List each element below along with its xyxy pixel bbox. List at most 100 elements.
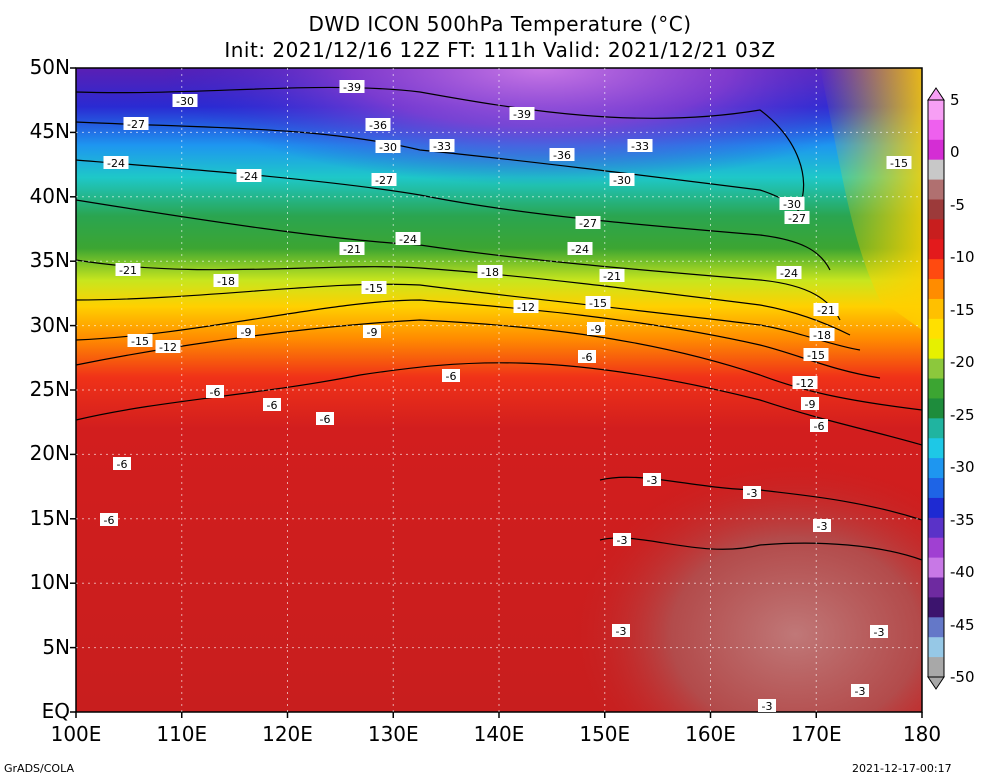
- contour-label: -27: [371, 173, 397, 187]
- svg-text:-3: -3: [874, 626, 885, 639]
- svg-text:-27: -27: [579, 217, 597, 230]
- latitude-label: 40N: [29, 183, 70, 208]
- latitude-label: 15N: [29, 505, 70, 530]
- colorbar-label: -20: [950, 353, 975, 372]
- svg-text:-30: -30: [176, 95, 194, 108]
- contour-label: -27: [575, 216, 601, 230]
- contour-label: -15: [127, 334, 153, 348]
- svg-text:-27: -27: [127, 118, 145, 131]
- colorbar-swatch: [928, 617, 944, 638]
- longitude-label: 130E: [367, 722, 419, 746]
- colorbar-swatch: [928, 239, 944, 260]
- colorbar-label: -10: [950, 248, 975, 267]
- colorbar-swatch: [928, 279, 944, 300]
- colorbar-swatch: [928, 199, 944, 220]
- contour-label: -18: [809, 328, 835, 342]
- colorbar-swatch: [928, 159, 944, 181]
- colorbar-swatch: [928, 418, 944, 439]
- contour-label: -6: [206, 385, 224, 399]
- contour-label: -30: [172, 94, 198, 108]
- svg-text:-39: -39: [343, 81, 361, 94]
- longitude-label: 150E: [579, 722, 631, 746]
- colorbar-min-arrow: [927, 676, 945, 690]
- colorbar-swatch: [928, 557, 944, 579]
- contour-label: -21: [339, 242, 365, 256]
- colorbar-swatch: [928, 358, 944, 380]
- svg-text:-15: -15: [131, 335, 149, 348]
- contour-label: -3: [851, 684, 869, 698]
- contour-label: -30: [779, 197, 805, 211]
- contour-label: -9: [363, 325, 381, 339]
- svg-text:-12: -12: [796, 377, 814, 390]
- contour-label: -9: [237, 325, 255, 339]
- contour-label: -6: [263, 398, 281, 412]
- contour-label: -15: [361, 281, 387, 295]
- longitude-label: 110E: [156, 722, 208, 746]
- latitude-label: 30N: [29, 312, 70, 337]
- colorbar-swatch: [928, 478, 944, 499]
- svg-text:-3: -3: [762, 700, 773, 713]
- contour-label: -36: [549, 148, 575, 162]
- map-title: DWD ICON 500hPa Temperature (°C): [308, 12, 692, 36]
- colorbar-swatch: [928, 637, 944, 658]
- contour-label: -30: [375, 140, 401, 154]
- colorbar-swatch: [928, 458, 944, 479]
- contour-label: -9: [587, 322, 605, 336]
- colorbar-swatch: [928, 517, 944, 539]
- contour-label: -33: [429, 139, 455, 153]
- contour-label: -39: [339, 80, 365, 94]
- colorbar-frame: [927, 99, 945, 678]
- svg-text:-3: -3: [817, 520, 828, 533]
- contour-label: -12: [155, 340, 181, 354]
- latitude-label: 20N: [29, 441, 70, 466]
- contour-label: -24: [395, 232, 421, 246]
- contour-label: -3: [643, 473, 661, 487]
- svg-text:-6: -6: [814, 420, 825, 433]
- latitude-label: 50N: [29, 55, 70, 79]
- contour-label: -15: [886, 156, 912, 170]
- contour-label: -15: [585, 296, 611, 310]
- colorbar-label: -45: [950, 615, 975, 634]
- latitude-label: 10N: [29, 570, 70, 595]
- svg-text:-12: -12: [517, 301, 535, 314]
- svg-text:-24: -24: [571, 243, 589, 256]
- svg-text:-6: -6: [582, 351, 593, 364]
- svg-text:-9: -9: [805, 398, 816, 411]
- svg-text:-33: -33: [433, 140, 451, 153]
- svg-text:-21: -21: [119, 264, 137, 277]
- svg-text:-6: -6: [117, 458, 128, 471]
- contour-label: -6: [316, 412, 334, 426]
- contour-label: -36: [365, 118, 391, 132]
- colorbar-swatch: [928, 497, 944, 519]
- contour-label: -30: [609, 173, 635, 187]
- contour-label: -21: [599, 269, 625, 283]
- svg-text:-15: -15: [890, 157, 908, 170]
- svg-text:-3: -3: [616, 625, 627, 638]
- colorbar-label: 5: [950, 91, 960, 109]
- svg-text:-9: -9: [241, 326, 252, 339]
- svg-text:-39: -39: [513, 108, 531, 121]
- svg-text:-33: -33: [631, 140, 649, 153]
- contour-label: -21: [115, 263, 141, 277]
- contour-label: -24: [567, 242, 593, 256]
- latitude-label: 45N: [29, 119, 70, 144]
- svg-text:-27: -27: [788, 212, 806, 225]
- contour-label: -15: [803, 348, 829, 362]
- longitude-label: 140E: [473, 722, 525, 746]
- colorbar-swatch: [928, 179, 944, 200]
- svg-text:-36: -36: [553, 149, 571, 162]
- longitude-label: 100E: [50, 722, 102, 746]
- svg-text:-36: -36: [369, 119, 387, 132]
- svg-text:-12: -12: [159, 341, 177, 354]
- colorbar-label: -5: [950, 195, 965, 214]
- svg-text:-15: -15: [807, 349, 825, 362]
- footer-credit: GrADS/COLA: [4, 762, 74, 775]
- contour-label: -3: [743, 486, 761, 500]
- contour-label: -24: [236, 169, 262, 183]
- contour-label: -24: [776, 266, 802, 280]
- svg-text:-30: -30: [613, 174, 631, 187]
- colorbar-max-arrow: [927, 87, 945, 101]
- svg-text:-18: -18: [481, 266, 499, 279]
- contour-label: -3: [613, 533, 631, 547]
